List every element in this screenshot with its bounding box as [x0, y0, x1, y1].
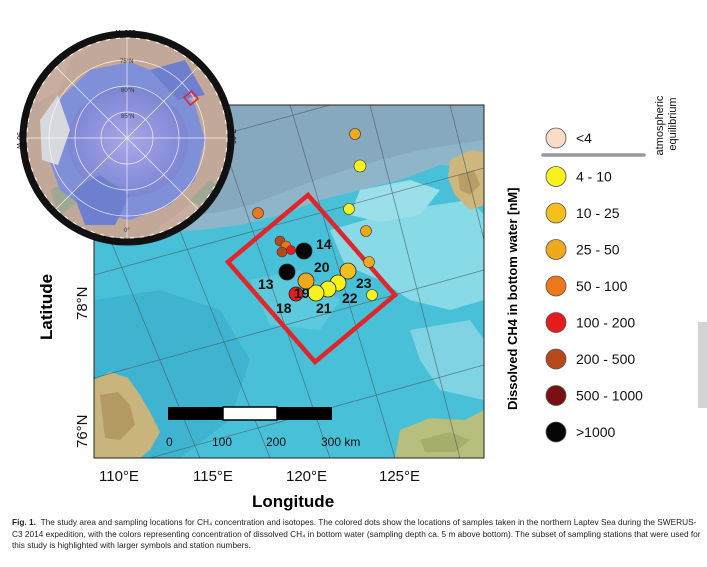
station-label-23: 23	[356, 275, 372, 291]
legend-swatch-0	[545, 127, 567, 149]
legend-swatch-1	[545, 166, 567, 187]
station-label-13: 13	[258, 276, 274, 292]
scale-label-100: 100	[212, 435, 232, 449]
legend-label-6: 200 - 500	[576, 351, 635, 367]
legend: Dissolved CH4 in bottom water [nM] <4 4 -…	[505, 93, 679, 443]
inset-lon-0: 0°	[124, 228, 130, 234]
scale-bar	[168, 406, 332, 421]
figure-caption: Fig. 1. The study area and sampling loca…	[12, 517, 702, 552]
inset-globe: 75°N 80°N 85°N 180°W 90°E 90°W 0°	[15, 28, 238, 246]
legend-swatch-2	[545, 202, 567, 224]
equilibrium-label-line-1: atmospheric	[654, 95, 666, 155]
scale-label-200: 200	[266, 435, 286, 449]
legend-label-0: <4	[576, 130, 592, 146]
station-marker-19	[297, 272, 315, 290]
station-label-18: 18	[276, 300, 292, 316]
station-label-19: 19	[294, 285, 310, 301]
study-area-box	[224, 191, 399, 366]
scale-label-300: 300 km	[321, 435, 360, 449]
legend-swatch-4	[545, 275, 567, 297]
inset-lat-75: 75°N	[120, 59, 133, 65]
lon-tick-120: 120°E	[286, 468, 327, 485]
legend-title: Dissolved CH4 in bottom water [nM]	[505, 188, 520, 410]
station-marker-21	[307, 284, 325, 302]
caption-figure-label: Fig. 1.	[12, 517, 36, 527]
lat-tick-78: 78°N	[74, 286, 91, 320]
inset-study-area-box	[182, 89, 200, 107]
caption-text: The study area and sampling locations fo…	[12, 517, 701, 551]
legend-label-1: 4 - 10	[576, 169, 612, 185]
highlighted-stations	[278, 242, 357, 302]
lon-tick-125: 125°E	[379, 468, 420, 485]
lat-tick-76: 76°N	[74, 414, 91, 448]
scale-label-0: 0	[166, 435, 173, 449]
station-marker-20	[339, 262, 357, 280]
station-marker-13	[278, 263, 296, 281]
side-scroll-tab[interactable]	[698, 322, 707, 408]
legend-label-5: 100 - 200	[576, 315, 635, 331]
station-label-22: 22	[342, 290, 358, 306]
equilibrium-label: atmospheric equilibrium	[654, 93, 679, 156]
legend-swatch-7	[545, 385, 567, 406]
legend-label-8: >1000	[576, 424, 616, 440]
equilibrium-label-line-2: equilibrium	[667, 97, 679, 150]
inset-lat-80: 80°N	[121, 88, 134, 94]
station-label-21: 21	[316, 300, 332, 316]
station-marker-14	[295, 242, 313, 260]
legend-label-2: 10 - 25	[576, 205, 620, 221]
legend-swatch-8	[545, 421, 567, 443]
legend-label-7: 500 - 1000	[576, 388, 643, 404]
station-label-20: 20	[314, 259, 330, 275]
inset-lon-90e: 90°E	[230, 128, 238, 144]
inset-lon-90w: 90°W	[15, 132, 23, 150]
legend-label-4: 50 - 100	[576, 278, 628, 294]
y-axis-label: Latitude	[37, 274, 56, 340]
legend-swatch-3	[545, 239, 567, 260]
x-axis-label: Longitude	[252, 492, 334, 511]
legend-swatch-5	[545, 312, 567, 333]
lon-tick-115: 115°E	[193, 468, 233, 485]
legend-swatch-6	[545, 348, 567, 370]
background-samples	[252, 128, 378, 301]
lon-tick-110: 110°E	[99, 468, 139, 485]
station-marker-18	[288, 286, 304, 302]
station-label-14: 14	[316, 236, 332, 252]
legend-label-3: 25 - 50	[576, 242, 620, 258]
main-map: 14 20 13 19 23 18 21 22 0 100 200 300 km	[93, 104, 485, 459]
inset-lon-180w: 180°W	[115, 28, 136, 36]
inset-lat-85: 85°N	[121, 114, 134, 120]
